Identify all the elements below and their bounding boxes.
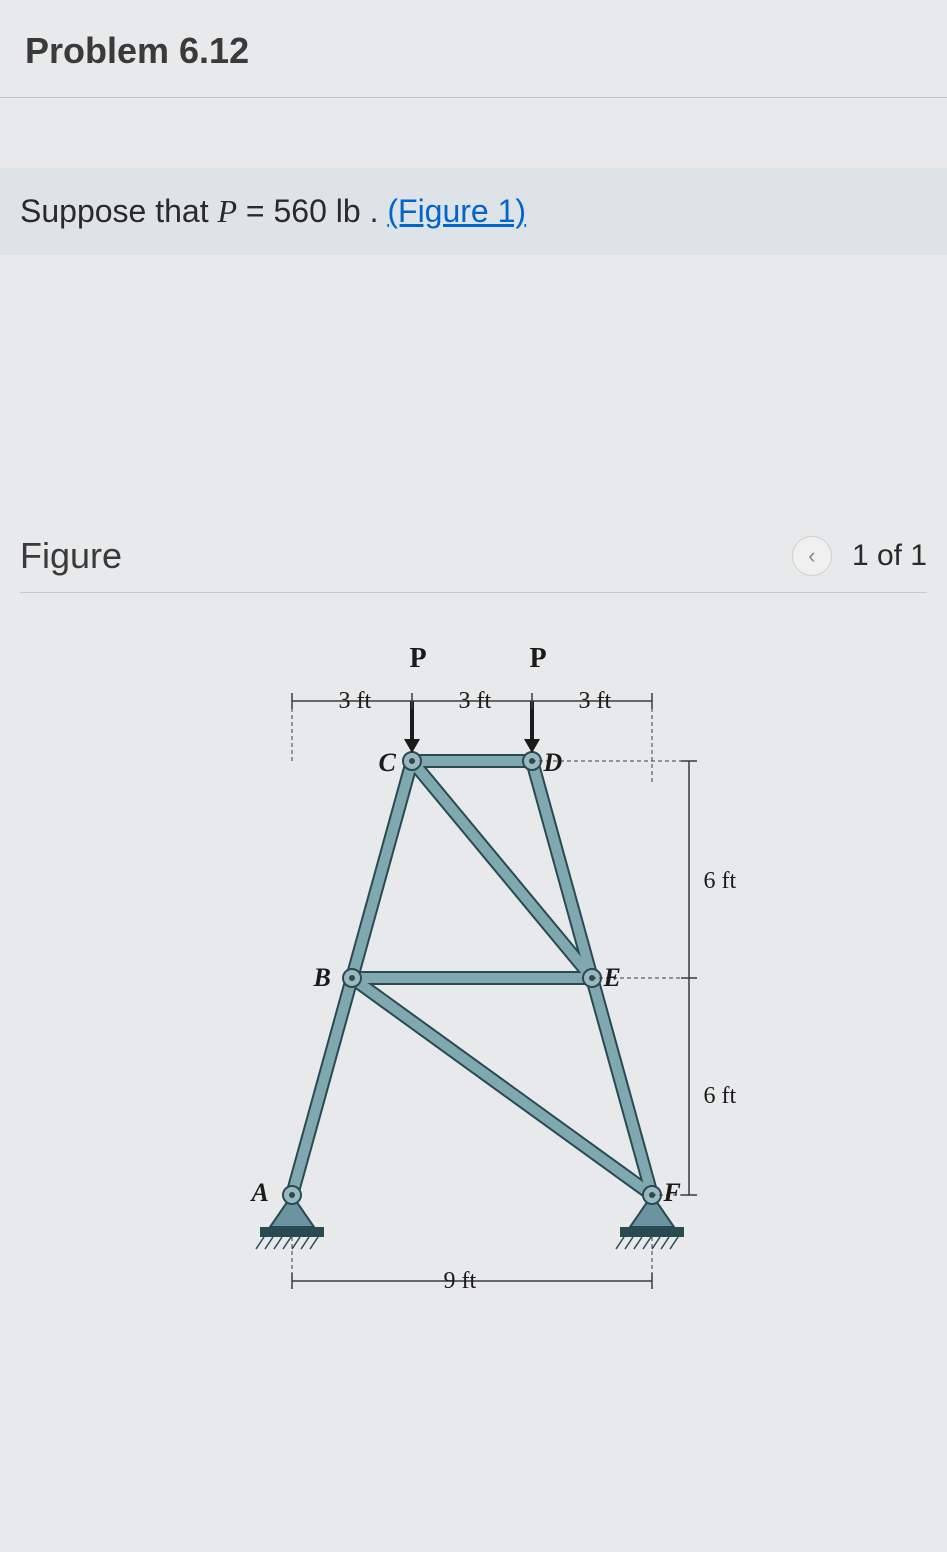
problem-statement: Suppose that P = 560 lb . (Figure 1) [0, 168, 947, 255]
truss-diagram: P P 3 ft 3 ft 3 ft 6 ft 6 ft 9 ft C D B … [164, 633, 784, 1313]
figure-pager: ‹ 1 of 1 [792, 536, 927, 576]
load-label-p2: P [530, 643, 547, 675]
dim-top-2: 3 ft [459, 688, 492, 715]
node-label-f: F [664, 1178, 681, 1208]
problem-title: Problem 6.12 [25, 30, 927, 72]
figure-section: Figure ‹ 1 of 1 P P 3 ft 3 ft 3 ft 6 ft … [0, 535, 947, 1313]
statement-value: = 560 lb . [246, 193, 387, 229]
diagram-container: P P 3 ft 3 ft 3 ft 6 ft 6 ft 9 ft C D B … [20, 633, 927, 1313]
dim-right-1: 6 ft [704, 868, 737, 895]
node-label-e: E [604, 963, 621, 993]
node-label-b: B [314, 963, 331, 993]
figure-header: Figure ‹ 1 of 1 [20, 535, 927, 593]
problem-header: Problem 6.12 [0, 0, 947, 98]
node-label-c: C [379, 748, 396, 778]
pager-text: 1 of 1 [852, 539, 927, 573]
dim-top-1: 3 ft [339, 688, 372, 715]
variable-p: P [217, 193, 237, 229]
figure-title: Figure [20, 535, 122, 577]
node-label-a: A [252, 1178, 269, 1208]
load-label-p1: P [410, 643, 427, 675]
dim-right-2: 6 ft [704, 1083, 737, 1110]
dim-top-3: 3 ft [579, 688, 612, 715]
truss-svg [164, 633, 784, 1313]
node-label-d: D [544, 748, 563, 778]
chevron-left-icon: ‹ [808, 543, 815, 569]
pager-prev-button[interactable]: ‹ [792, 536, 832, 576]
statement-prefix: Suppose that [20, 193, 217, 229]
figure-link[interactable]: (Figure 1) [387, 193, 526, 229]
dim-bottom: 9 ft [444, 1268, 477, 1295]
